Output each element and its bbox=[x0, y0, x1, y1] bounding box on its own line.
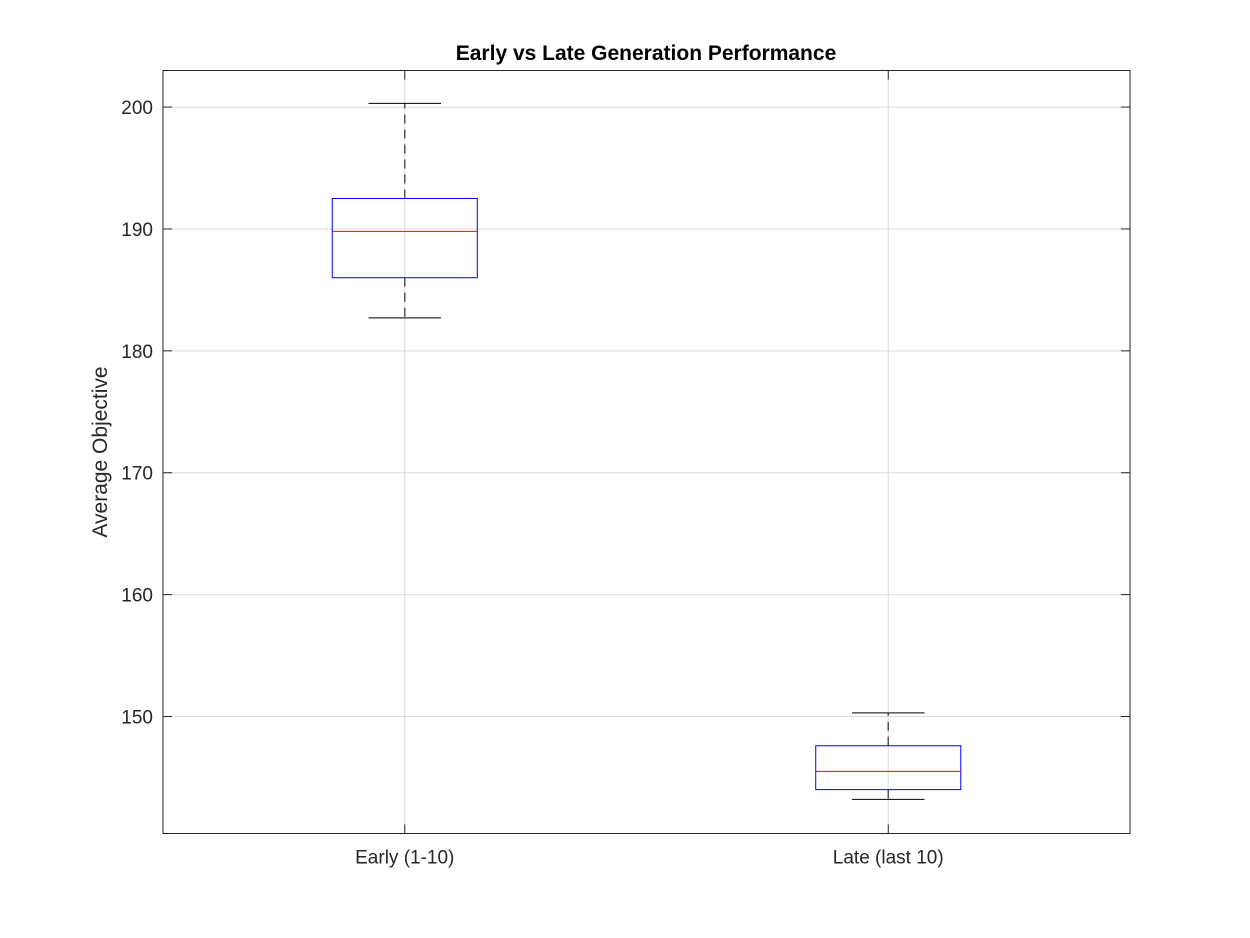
grid-lines bbox=[163, 70, 1130, 834]
y-tick-label: 160 bbox=[121, 586, 153, 607]
box-iqr bbox=[331, 197, 478, 279]
y-tick-label: 150 bbox=[121, 707, 153, 728]
chart-title: Early vs Late Generation Performance bbox=[456, 42, 837, 65]
axis-ticks: 150 160 170 180 190 200 Early (1-10) Late (last… bbox=[121, 70, 1130, 869]
boxes bbox=[331, 102, 962, 800]
y-tick-label: 180 bbox=[121, 342, 153, 363]
x-tick-label: Early (1-10) bbox=[355, 848, 454, 869]
box-iqr bbox=[815, 745, 962, 791]
box-plot-group bbox=[815, 712, 962, 800]
y-tick-label: 190 bbox=[121, 220, 153, 241]
box-plot-group bbox=[331, 102, 478, 319]
y-tick-label: 170 bbox=[121, 464, 153, 485]
y-axis-label: Average Objective bbox=[89, 366, 112, 537]
plot-area-frame bbox=[162, 70, 1131, 834]
x-tick-label: Late (last 10) bbox=[833, 848, 944, 869]
y-tick-label: 200 bbox=[121, 98, 153, 119]
